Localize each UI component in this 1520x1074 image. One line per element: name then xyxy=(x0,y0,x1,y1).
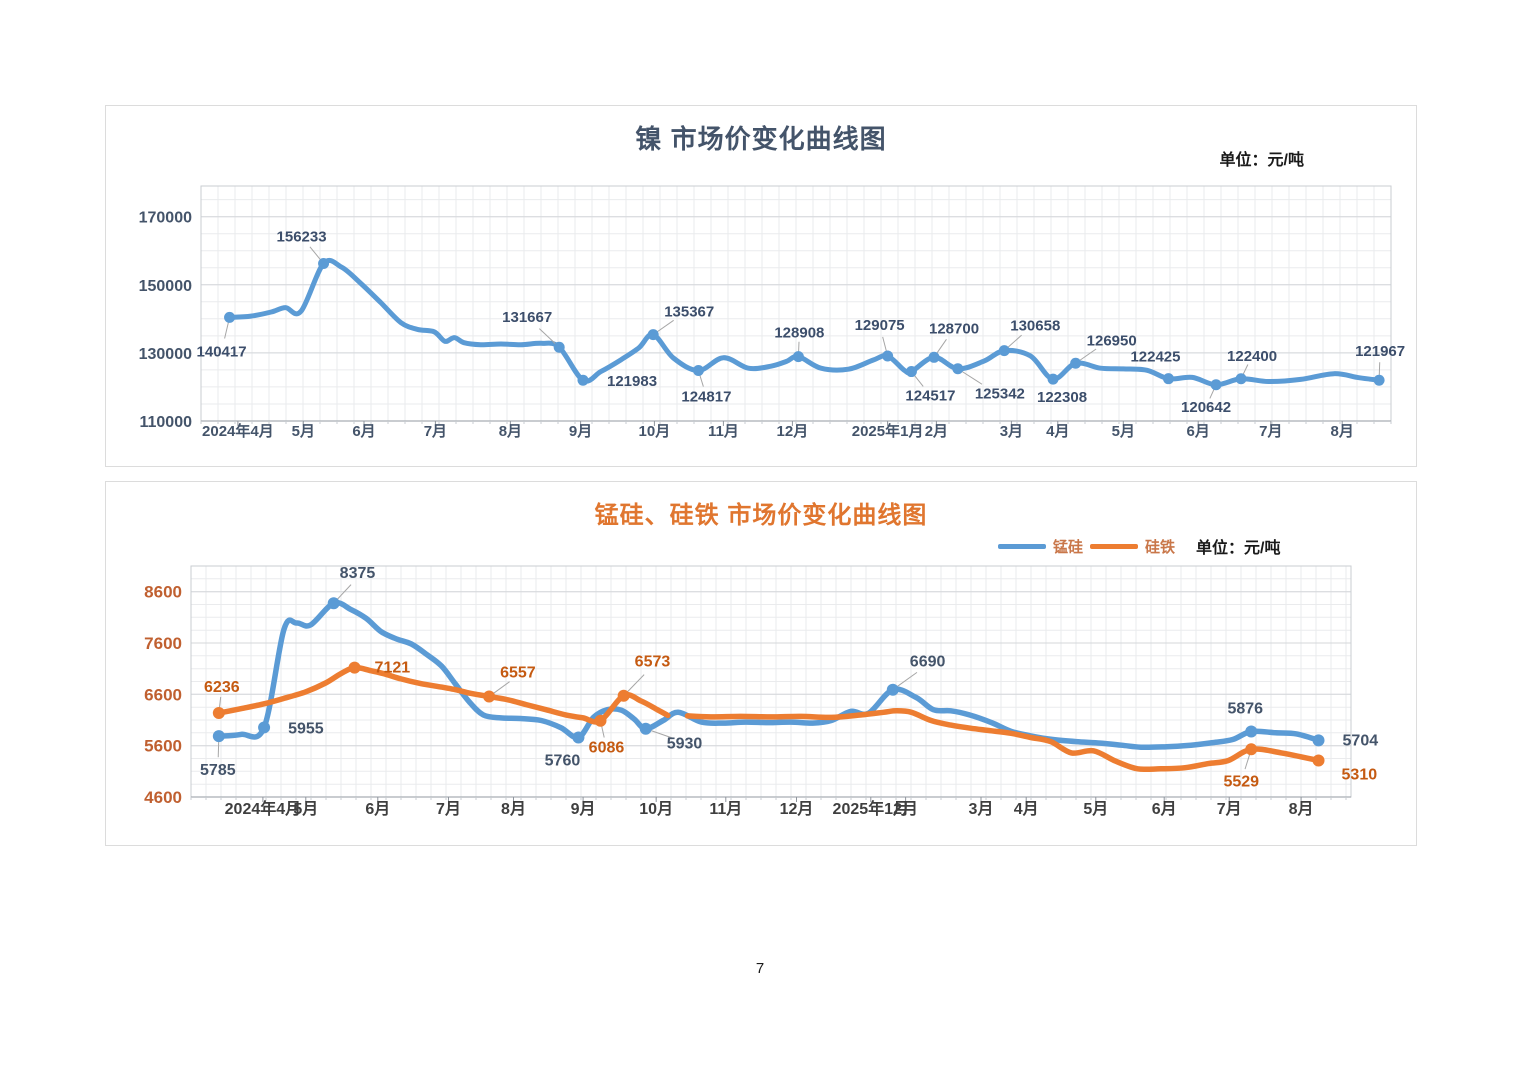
svg-text:150000: 150000 xyxy=(139,278,192,295)
svg-text:5600: 5600 xyxy=(144,737,182,756)
page-number: 7 xyxy=(755,960,765,977)
svg-text:128908: 128908 xyxy=(774,325,824,342)
nickel-chart-title: 镍 市场价变化曲线图 xyxy=(635,124,887,154)
svg-text:2025年1月: 2025年1月 xyxy=(833,799,910,818)
svg-text:6573: 6573 xyxy=(635,654,671,671)
svg-text:6086: 6086 xyxy=(589,740,625,757)
svg-text:12月: 12月 xyxy=(777,423,809,440)
svg-text:11月: 11月 xyxy=(708,423,739,440)
svg-text:122425: 122425 xyxy=(1130,349,1180,366)
svg-text:2月: 2月 xyxy=(925,423,948,440)
svg-text:7121: 7121 xyxy=(375,660,411,677)
svg-text:9月: 9月 xyxy=(571,800,596,818)
svg-text:3月: 3月 xyxy=(1000,423,1023,440)
svg-text:7月: 7月 xyxy=(1217,800,1242,818)
svg-text:130658: 130658 xyxy=(1010,318,1060,335)
svg-text:5930: 5930 xyxy=(667,736,703,753)
nickel-chart-panel: 镍 市场价变化曲线图 单位：元/吨 110000 130000 150000 1700… xyxy=(105,105,1417,467)
svg-text:5955: 5955 xyxy=(288,720,324,737)
svg-text:8月: 8月 xyxy=(1331,423,1354,440)
svg-text:6月: 6月 xyxy=(1187,423,1210,440)
svg-text:122400: 122400 xyxy=(1227,348,1277,365)
svg-text:5310: 5310 xyxy=(1342,767,1378,784)
simn-fesi-chart-panel: 锰硅、硅铁 市场价变化曲线图 锰硅 硅铁 单位：元/吨 4600 5600 6600… xyxy=(105,481,1417,846)
svg-text:6月: 6月 xyxy=(352,423,375,440)
legend: 锰硅 硅铁 单位：元/吨 xyxy=(998,534,1280,558)
legend-label-simn: 锰硅 xyxy=(1053,538,1084,556)
nickel-unit-label: 单位：元/吨 xyxy=(1219,152,1304,169)
svg-text:121983: 121983 xyxy=(607,373,657,390)
svg-text:7月: 7月 xyxy=(436,800,461,818)
svg-text:3月: 3月 xyxy=(969,800,994,818)
svg-text:121967: 121967 xyxy=(1355,343,1405,360)
svg-text:8月: 8月 xyxy=(501,800,526,818)
svg-text:10月: 10月 xyxy=(639,800,673,818)
svg-text:5760: 5760 xyxy=(545,752,581,769)
svg-text:6557: 6557 xyxy=(500,665,536,682)
svg-text:6月: 6月 xyxy=(1152,800,1177,818)
legend-swatch-fesi xyxy=(1090,543,1139,549)
svg-text:5785: 5785 xyxy=(200,762,236,779)
svg-text:7600: 7600 xyxy=(144,634,182,653)
svg-text:120642: 120642 xyxy=(1181,399,1231,416)
svg-text:126950: 126950 xyxy=(1087,332,1137,349)
simn-fesi-chart-title: 锰硅、硅铁 市场价变化曲线图 xyxy=(594,502,928,529)
svg-text:12月: 12月 xyxy=(780,800,814,818)
svg-text:128700: 128700 xyxy=(929,320,979,337)
svg-text:9月: 9月 xyxy=(569,423,592,440)
svg-text:5月: 5月 xyxy=(1083,800,1108,818)
svg-text:4月: 4月 xyxy=(1014,800,1039,818)
svg-text:124817: 124817 xyxy=(681,389,731,406)
svg-text:8月: 8月 xyxy=(499,423,522,440)
simn-fesi-unit-label: 单位：元/吨 xyxy=(1196,540,1281,557)
svg-text:2024年4月: 2024年4月 xyxy=(202,422,274,440)
svg-text:4月: 4月 xyxy=(1046,423,1069,440)
svg-text:5月: 5月 xyxy=(1112,423,1135,440)
svg-text:8600: 8600 xyxy=(144,583,182,602)
svg-text:5529: 5529 xyxy=(1223,773,1259,790)
svg-text:124517: 124517 xyxy=(905,388,955,405)
svg-text:122308: 122308 xyxy=(1037,389,1087,406)
svg-text:6236: 6236 xyxy=(204,679,240,696)
nickel-price-line-chart: 110000 130000 150000 170000 2024年4月 5月 6月 7月 8月 9… xyxy=(139,185,1405,440)
svg-text:2024年4月: 2024年4月 xyxy=(225,799,302,818)
svg-text:8月: 8月 xyxy=(1289,800,1314,818)
svg-text:8375: 8375 xyxy=(340,565,376,582)
svg-text:10月: 10月 xyxy=(639,423,671,440)
legend-swatch-simn xyxy=(998,543,1046,549)
svg-text:5876: 5876 xyxy=(1227,700,1263,717)
svg-text:11月: 11月 xyxy=(709,800,742,818)
svg-text:5月: 5月 xyxy=(292,423,315,440)
svg-text:2月: 2月 xyxy=(893,800,918,818)
svg-text:130000: 130000 xyxy=(139,346,192,363)
svg-text:6月: 6月 xyxy=(365,800,390,818)
svg-text:156233: 156233 xyxy=(277,229,327,246)
svg-text:125342: 125342 xyxy=(975,386,1025,403)
svg-text:7月: 7月 xyxy=(424,423,447,440)
svg-text:170000: 170000 xyxy=(139,210,192,227)
svg-text:5月: 5月 xyxy=(293,800,318,818)
svg-text:2025年1月: 2025年1月 xyxy=(852,422,924,440)
svg-text:135367: 135367 xyxy=(664,304,714,321)
svg-text:4600: 4600 xyxy=(144,788,182,807)
svg-text:6600: 6600 xyxy=(144,685,182,704)
svg-text:129075: 129075 xyxy=(855,317,905,334)
svg-text:5704: 5704 xyxy=(1343,732,1379,749)
svg-text:140417: 140417 xyxy=(197,343,247,360)
svg-text:7月: 7月 xyxy=(1259,423,1282,440)
svg-text:6690: 6690 xyxy=(910,654,946,671)
svg-text:110000: 110000 xyxy=(139,414,192,431)
legend-label-fesi: 硅铁 xyxy=(1145,538,1176,556)
svg-text:131667: 131667 xyxy=(502,309,552,326)
